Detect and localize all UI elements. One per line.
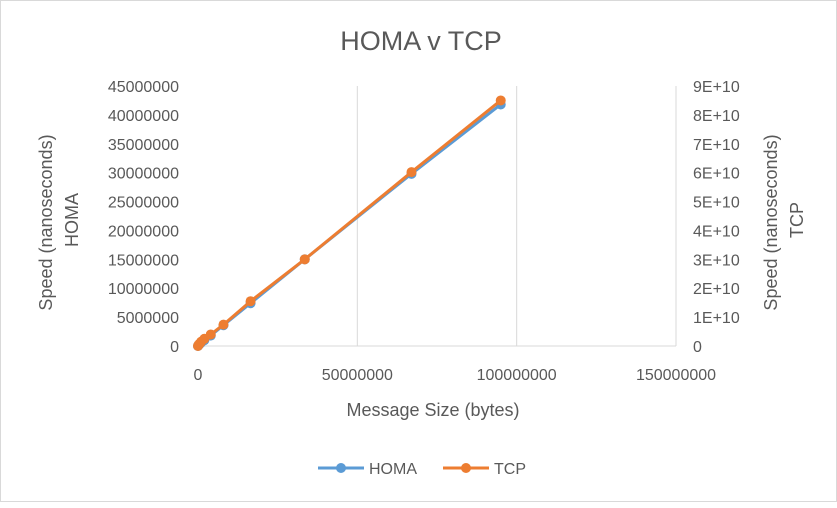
series-layer <box>193 95 506 351</box>
x-tick-label: 150000000 <box>636 367 716 384</box>
data-point-tcp <box>406 167 417 178</box>
y-left-axis-title: Speed (nanoseconds) HOMA <box>36 129 82 310</box>
series-line-homa <box>196 103 502 347</box>
x-tick-label: 0 <box>194 367 203 384</box>
data-point-tcp <box>245 296 256 307</box>
y-left-axis-title-line2: HOMA <box>62 193 82 247</box>
y-left-tick-label: 40000000 <box>108 108 179 125</box>
data-point-tcp <box>495 95 506 106</box>
y-left-tick-label: 0 <box>170 339 179 356</box>
y-right-axis-title-line2: TCP <box>787 202 807 238</box>
legend-label-homa: HOMA <box>369 461 417 478</box>
y-left-tick-label: 10000000 <box>108 281 179 298</box>
y-right-axis-title: Speed (nanoseconds) TCP <box>761 129 807 310</box>
y-right-tick-label: 7E+10 <box>693 137 740 154</box>
y-right-tick-label: 3E+10 <box>693 252 740 269</box>
y-right-tick-label: 1E+10 <box>693 310 740 327</box>
x-axis-ticks: 0 50000000 100000000 150000000 <box>194 367 717 384</box>
y-right-tick-label: 9E+10 <box>693 79 740 96</box>
legend-label-tcp: TCP <box>494 461 526 478</box>
gridlines <box>356 86 677 346</box>
y-left-tick-label: 35000000 <box>108 137 179 154</box>
data-point-tcp <box>299 254 310 265</box>
y-left-tick-label: 30000000 <box>108 166 179 183</box>
x-axis-title: Message Size (bytes) <box>346 400 519 420</box>
y-left-tick-label: 15000000 <box>108 252 179 269</box>
legend-marker-tcp <box>461 463 471 473</box>
y-right-tick-label: 6E+10 <box>693 166 740 183</box>
x-tick-label: 50000000 <box>322 367 393 384</box>
x-tick-label: 100000000 <box>477 367 557 384</box>
y-left-tick-label: 20000000 <box>108 223 179 240</box>
legend: HOMA TCP <box>318 461 526 478</box>
y-right-tick-label: 5E+10 <box>693 195 740 212</box>
y-right-tick-label: 2E+10 <box>693 281 740 298</box>
legend-marker-homa <box>336 463 346 473</box>
y-left-tick-label: 5000000 <box>117 310 179 327</box>
y-left-tick-label: 45000000 <box>108 79 179 96</box>
data-point-tcp <box>218 319 229 330</box>
series-line-tcp <box>196 99 502 347</box>
y-right-tick-label: 4E+10 <box>693 223 740 240</box>
y-right-tick-label: 8E+10 <box>693 108 740 125</box>
chart-title: HOMA v TCP <box>340 26 502 56</box>
y-right-axis-title-line1: Speed (nanoseconds) <box>761 134 781 310</box>
y-left-tick-label: 25000000 <box>108 195 179 212</box>
y-left-axis-ticks: 0 5000000 10000000 15000000 20000000 25000000… <box>108 79 179 356</box>
y-right-axis-ticks: 0 1E+10 2E+10 3E+10 4E+10 5E+10 6E+10 7E+10 8E+1… <box>693 79 740 356</box>
y-left-axis-title-line1: Speed (nanoseconds) <box>36 134 56 310</box>
data-point-tcp <box>205 329 216 340</box>
y-right-tick-label: 0 <box>693 339 702 356</box>
